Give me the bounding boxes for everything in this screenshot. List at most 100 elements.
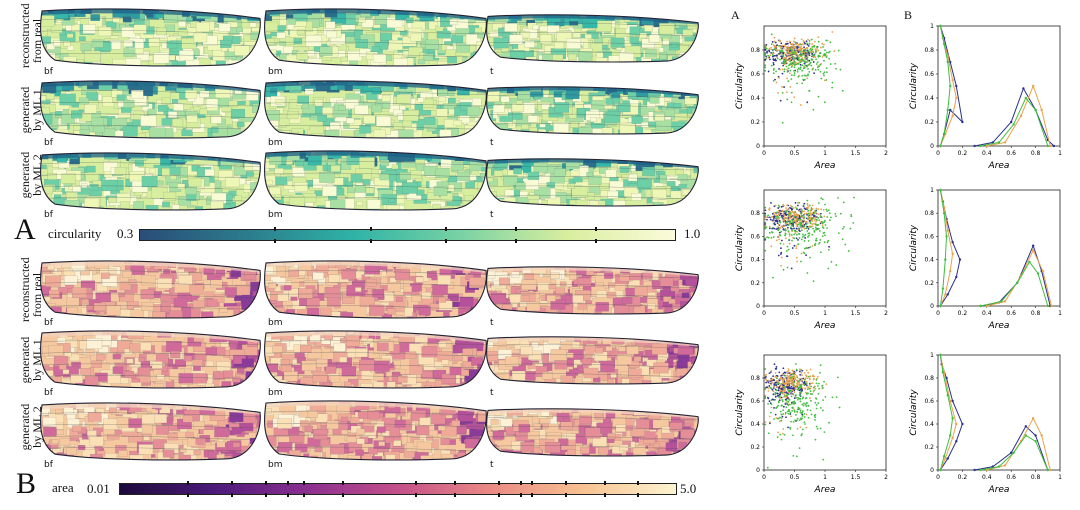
scatter-point [777,92,780,94]
scatter-point [806,101,809,104]
scatter-point [785,42,787,45]
scatter-point [790,207,793,210]
x-tick-label: 0 [762,310,766,317]
scatter-point [789,220,792,223]
scatter-point [788,215,791,217]
scatter-point [803,46,805,49]
plot-column-letter-a: A [731,8,740,22]
distribution-marker [1010,451,1013,454]
scatter-point [774,78,776,81]
scatter-point [813,389,816,392]
scatter-point [766,236,769,239]
scatter-point [778,228,780,231]
scatter-point [818,387,821,390]
scatter-point [796,70,799,73]
colorbar-min: 0.01 [87,481,110,496]
scatter-point [793,66,796,69]
scatter-point [814,397,817,400]
distribution-marker [1049,468,1052,472]
scatter-point [781,92,784,94]
wing-label: bm [268,388,283,398]
scatter-point [809,409,812,412]
scatter-point [835,396,838,399]
scatter-point [806,199,809,202]
scatter-point [827,267,830,270]
distribution-marker [1034,108,1037,112]
scatter-point [789,411,792,414]
scatter-point [823,79,826,82]
scatter-point [790,74,793,76]
scatter-point [804,237,807,239]
scatter-point [797,56,800,59]
distribution-marker [1034,440,1037,443]
scatter-point [815,237,818,240]
scatter-point [767,402,769,405]
wing-label: bm [268,138,283,148]
scatter-point [820,220,823,223]
scatter-point [802,40,805,43]
scatter-point [774,391,777,394]
scatter-point [786,266,789,269]
scatter-point [790,212,792,214]
colorbar-label-circularity: circularity [48,226,102,241]
scatter-point [799,222,802,225]
scatter-point [803,421,806,424]
scatter-point [790,46,793,48]
scatter-point [778,212,781,215]
scatter-point [787,48,790,51]
distribution-marker [946,60,949,64]
y-tick-label: 0.8 [924,47,934,54]
scatter-point [801,236,804,238]
distribution-marker [1052,144,1056,148]
scatter-point [837,196,839,199]
distribution-marker [1049,144,1052,148]
scatter-point [801,433,803,435]
scatter-point [773,211,775,214]
scatter-point [811,43,814,45]
scatter-point [825,208,828,211]
scatter-point [777,382,780,385]
scatter-point [816,428,819,430]
distribution-marker [942,212,946,215]
scatter-point [800,377,803,380]
scatter-point [786,68,788,71]
scatter-point [784,411,787,414]
distribution-line [980,260,1049,307]
y-tick-label: 0.6 [924,71,934,78]
distribution-marker [1000,300,1003,303]
scatter-point [782,409,785,412]
scatter-point [770,370,773,372]
colorbar-tick [637,493,640,497]
colorbar-tick [186,481,189,485]
wing-outline [264,260,487,319]
scatter-point [772,48,775,51]
scatter-point [786,372,789,375]
scatter-point [774,204,777,207]
scatter-point [815,63,818,65]
scatter-point [814,438,817,441]
scatter-point [790,78,793,81]
scatter-point [794,419,796,422]
distribution-marker [1012,451,1015,454]
scatter-point [809,48,812,51]
scatter-point [802,404,805,407]
scatter-point [781,432,784,435]
scatter-point [850,215,853,218]
scatter-point [790,214,793,217]
scatter-point [784,371,787,374]
scatter-point [807,74,809,77]
scatter-point [811,208,814,210]
scatter-point [788,52,791,55]
scatter-point [779,416,781,419]
scatter-point [808,204,811,207]
scatter-point [787,391,790,394]
scatter-point [772,63,775,66]
scatter-point [771,212,774,215]
scatter-point [803,412,806,415]
scatter-point [807,67,809,70]
scatter-point [816,223,819,226]
scatter-point [806,217,809,220]
scatter-point [779,390,782,392]
scatter-point [801,387,804,390]
scatter-point [798,447,801,449]
